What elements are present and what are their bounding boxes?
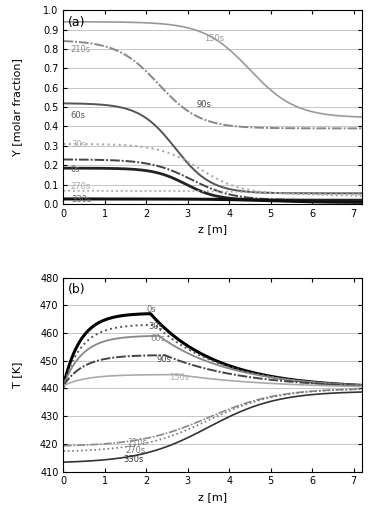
- Text: 210s: 210s: [128, 438, 148, 447]
- Text: 60s: 60s: [150, 334, 166, 343]
- Text: 210s: 210s: [71, 46, 91, 54]
- Text: 150s: 150s: [204, 34, 225, 43]
- Text: 30s: 30s: [148, 321, 163, 331]
- Text: 0s: 0s: [146, 305, 156, 314]
- Text: 330s: 330s: [123, 455, 144, 463]
- Text: 90s: 90s: [157, 355, 172, 364]
- Text: 330s: 330s: [71, 195, 91, 204]
- Y-axis label: T [K]: T [K]: [12, 361, 22, 388]
- Y-axis label: Y [molar fraction]: Y [molar fraction]: [12, 58, 22, 156]
- X-axis label: z [m]: z [m]: [198, 225, 227, 234]
- Text: 60s: 60s: [71, 112, 86, 120]
- Text: 30s: 30s: [71, 140, 86, 150]
- Text: 270s: 270s: [71, 182, 91, 191]
- Text: 270s: 270s: [126, 446, 146, 455]
- Text: 90s: 90s: [196, 100, 211, 108]
- Text: (b): (b): [68, 283, 85, 297]
- Text: 150s: 150s: [169, 373, 189, 382]
- Text: (a): (a): [68, 16, 85, 29]
- Text: 0s: 0s: [71, 165, 81, 173]
- X-axis label: z [m]: z [m]: [198, 492, 227, 502]
